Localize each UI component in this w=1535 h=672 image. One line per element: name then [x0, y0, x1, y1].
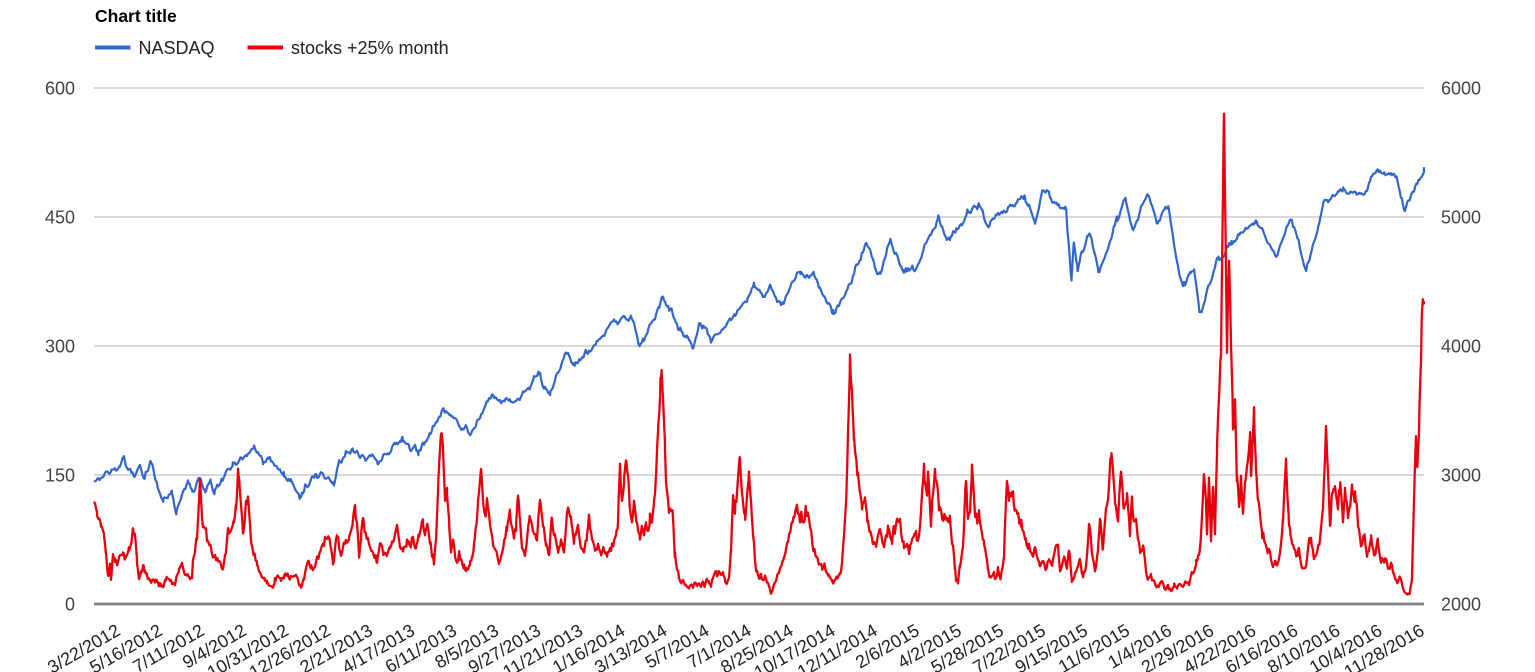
svg-text:4000: 4000 — [1441, 337, 1481, 357]
svg-text:Chart title: Chart title — [95, 6, 177, 26]
svg-text:5000: 5000 — [1441, 208, 1481, 228]
svg-text:600: 600 — [45, 79, 75, 99]
svg-text:150: 150 — [45, 466, 75, 486]
svg-text:3000: 3000 — [1441, 466, 1481, 486]
svg-text:450: 450 — [45, 208, 75, 228]
svg-text:300: 300 — [45, 337, 75, 357]
svg-text:NASDAQ: NASDAQ — [139, 38, 215, 58]
svg-text:6000: 6000 — [1441, 79, 1481, 99]
svg-text:2000: 2000 — [1441, 595, 1481, 615]
svg-text:0: 0 — [65, 595, 75, 615]
svg-text:stocks +25% month: stocks +25% month — [291, 38, 449, 58]
